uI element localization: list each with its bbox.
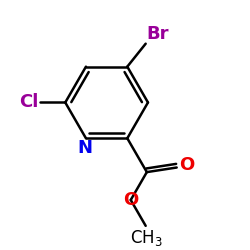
Text: O: O [123,191,138,209]
Text: CH$_3$: CH$_3$ [130,228,163,248]
Text: Cl: Cl [20,94,39,112]
Text: O: O [179,156,194,174]
Text: Br: Br [147,24,169,42]
Text: N: N [77,140,92,158]
